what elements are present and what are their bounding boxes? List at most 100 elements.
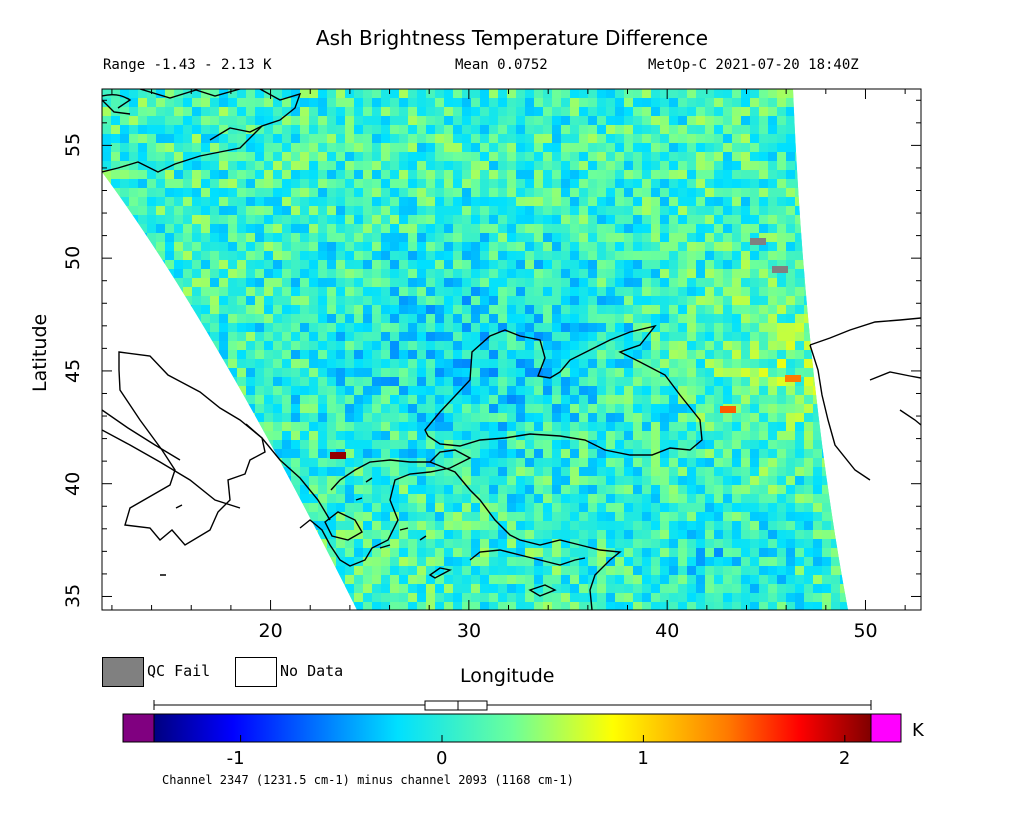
data-pixel	[498, 494, 507, 503]
data-pixel	[642, 89, 651, 98]
data-pixel	[183, 368, 192, 377]
data-pixel	[669, 341, 678, 350]
data-pixel	[831, 422, 840, 431]
data-pixel	[723, 179, 732, 188]
data-pixel	[894, 125, 903, 134]
data-pixel	[273, 557, 282, 566]
data-pixel	[498, 557, 507, 566]
data-pixel	[327, 404, 336, 413]
data-pixel	[291, 98, 300, 107]
data-pixel	[300, 296, 309, 305]
data-pixel	[471, 386, 480, 395]
data-pixel	[309, 476, 318, 485]
data-pixel	[102, 350, 111, 359]
data-pixel	[471, 575, 480, 584]
data-pixel	[849, 521, 858, 530]
data-pixel	[201, 152, 210, 161]
data-pixel	[714, 323, 723, 332]
data-pixel	[894, 134, 903, 143]
data-pixel	[183, 161, 192, 170]
data-pixel	[228, 296, 237, 305]
data-pixel	[435, 368, 444, 377]
data-pixel	[282, 323, 291, 332]
data-pixel	[291, 431, 300, 440]
data-pixel	[570, 476, 579, 485]
data-pixel	[678, 278, 687, 287]
data-pixel	[174, 215, 183, 224]
data-pixel	[255, 341, 264, 350]
data-pixel	[201, 143, 210, 152]
data-pixel	[444, 314, 453, 323]
data-pixel	[246, 233, 255, 242]
data-pixel	[228, 143, 237, 152]
data-pixel	[894, 305, 903, 314]
data-pixel	[354, 341, 363, 350]
data-pixel	[246, 224, 255, 233]
data-pixel	[210, 341, 219, 350]
data-pixel	[660, 260, 669, 269]
data-pixel	[867, 440, 876, 449]
data-pixel	[876, 215, 885, 224]
data-pixel	[561, 278, 570, 287]
data-pixel	[354, 179, 363, 188]
data-pixel	[867, 431, 876, 440]
data-pixel	[273, 269, 282, 278]
data-pixel	[399, 539, 408, 548]
data-pixel	[147, 98, 156, 107]
data-pixel	[651, 260, 660, 269]
data-pixel	[606, 197, 615, 206]
data-pixel	[867, 161, 876, 170]
data-pixel	[597, 323, 606, 332]
data-pixel	[525, 395, 534, 404]
data-pixel	[705, 350, 714, 359]
data-pixel	[813, 89, 822, 98]
data-pixel	[696, 566, 705, 575]
data-pixel	[705, 215, 714, 224]
data-pixel	[390, 98, 399, 107]
data-pixel	[354, 215, 363, 224]
data-pixel	[219, 170, 228, 179]
data-pixel	[804, 197, 813, 206]
data-pixel	[588, 422, 597, 431]
data-pixel	[885, 278, 894, 287]
data-pixel	[912, 134, 921, 143]
data-pixel	[129, 323, 138, 332]
data-pixel	[516, 359, 525, 368]
data-pixel	[156, 377, 165, 386]
data-pixel	[867, 485, 876, 494]
data-pixel	[642, 341, 651, 350]
data-pixel	[615, 233, 624, 242]
data-pixel	[642, 143, 651, 152]
data-pixel	[696, 116, 705, 125]
data-pixel	[525, 566, 534, 575]
data-pixel	[228, 125, 237, 134]
data-pixel	[768, 116, 777, 125]
data-pixel	[840, 521, 848, 530]
data-pixel	[246, 242, 255, 251]
data-pixel	[291, 197, 300, 206]
data-pixel	[885, 404, 894, 413]
data-pixel	[426, 206, 435, 215]
data-pixel	[777, 359, 786, 368]
data-pixel	[138, 206, 147, 215]
data-pixel	[210, 206, 219, 215]
data-pixel	[480, 530, 489, 539]
data-pixel	[318, 287, 327, 296]
data-pixel	[624, 521, 633, 530]
data-pixel	[759, 269, 768, 278]
data-pixel	[615, 170, 624, 179]
data-pixel	[543, 215, 552, 224]
data-pixel	[723, 242, 732, 251]
data-pixel	[858, 431, 867, 440]
data-pixel	[264, 404, 273, 413]
data-pixel	[687, 440, 696, 449]
data-pixel	[228, 188, 237, 197]
data-pixel	[462, 152, 471, 161]
data-pixel	[849, 233, 858, 242]
data-pixel	[219, 530, 228, 539]
data-pixel	[246, 107, 255, 116]
data-pixel	[867, 296, 876, 305]
data-pixel	[750, 89, 759, 98]
data-pixel	[471, 269, 480, 278]
data-pixel	[120, 476, 129, 485]
